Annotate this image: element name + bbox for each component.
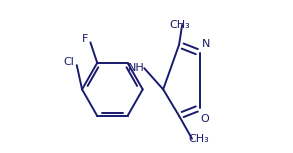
- Text: F: F: [82, 34, 88, 44]
- Text: N: N: [202, 39, 210, 49]
- Text: CH₃: CH₃: [188, 134, 209, 144]
- Text: CH₃: CH₃: [169, 20, 190, 30]
- Text: O: O: [200, 114, 209, 124]
- Text: Cl: Cl: [64, 57, 74, 67]
- Text: NH: NH: [127, 63, 144, 73]
